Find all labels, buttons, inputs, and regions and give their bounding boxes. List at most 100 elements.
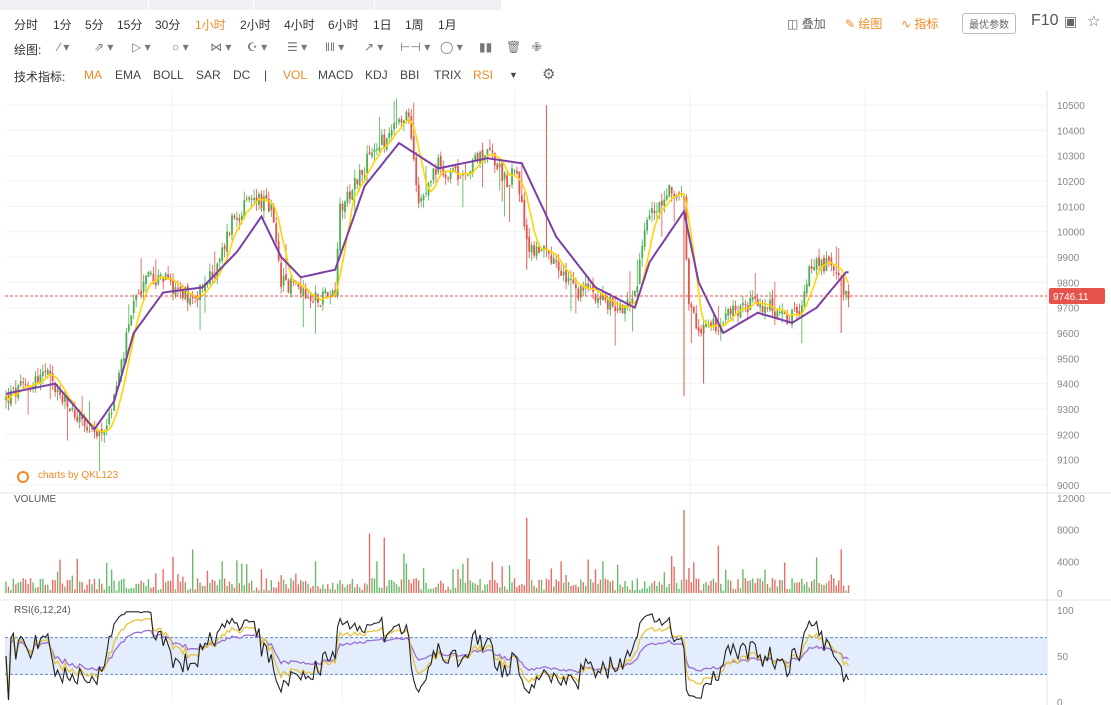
volume-bar xyxy=(206,570,209,593)
overlay-button[interactable]: ◫ 叠加 xyxy=(787,15,826,32)
timeframe-tab[interactable]: 6小时 xyxy=(328,18,359,32)
timeframe-tab[interactable]: 5分 xyxy=(85,18,104,32)
timeframe-tab[interactable]: 4小时 xyxy=(284,18,315,32)
fib-tool-icon[interactable]: ☰ ▾ xyxy=(287,40,308,54)
volume-bar xyxy=(521,583,523,593)
candle-body xyxy=(142,281,145,293)
candle-body xyxy=(81,414,84,420)
volume-bar xyxy=(437,583,440,593)
indicator-bbi[interactable]: BBI xyxy=(400,68,420,82)
timeframe-tab[interactable]: 1周 xyxy=(405,18,424,32)
volume-bar xyxy=(491,561,494,593)
arrow-tool-icon[interactable]: ↗ ▾ xyxy=(364,40,384,54)
candle-body xyxy=(319,305,322,307)
trash-icon[interactable]: 🗑 xyxy=(506,40,522,54)
volume-bar xyxy=(506,589,508,593)
indicator-trix[interactable]: TRIX xyxy=(434,68,462,82)
volume-bar xyxy=(779,579,781,593)
candle-body xyxy=(572,279,575,284)
indicator-boll[interactable]: BOLL xyxy=(153,68,184,82)
star-icon[interactable]: ☆ xyxy=(1087,13,1101,30)
volume-bar xyxy=(115,590,118,593)
rsi6-line xyxy=(5,611,850,701)
indicator-kdj[interactable]: KDJ xyxy=(365,68,388,82)
timeframe-tab[interactable]: 15分 xyxy=(117,18,143,32)
volume-bar xyxy=(378,587,381,593)
price-tick-label: 9100 xyxy=(1057,456,1080,467)
timeframe-tab[interactable]: 2小时 xyxy=(240,18,271,32)
volume-bar xyxy=(398,586,400,593)
volume-bar xyxy=(110,569,113,593)
candle-body xyxy=(346,191,349,203)
bars-tool-icon[interactable]: ▮▮ xyxy=(479,40,493,54)
volume-bar xyxy=(228,581,231,593)
volume-bar xyxy=(169,580,172,593)
indicator-sar[interactable]: SAR xyxy=(196,68,221,82)
candle-body xyxy=(631,298,634,304)
volume-bar xyxy=(339,580,341,593)
volume-bar xyxy=(162,569,164,593)
candle-body xyxy=(88,430,91,432)
candle-body xyxy=(818,257,820,266)
candle-body xyxy=(791,309,793,325)
pattern-tool-icon[interactable]: ⋈ ▾ xyxy=(210,40,232,54)
indicator-ema[interactable]: EMA xyxy=(115,68,142,82)
volume-bar xyxy=(562,582,565,593)
candle-body xyxy=(135,295,138,301)
comment-tool-icon[interactable]: ◯ ▾ xyxy=(440,40,463,54)
ray-tool-icon[interactable]: ⇗ ▾ xyxy=(94,40,114,54)
price-chart[interactable]: 9000 9100 9200 9300 9400 9500 9600 9700 9800 9900… xyxy=(0,90,1111,705)
candle-body xyxy=(221,247,224,261)
indicator-macd[interactable]: MACD xyxy=(318,68,354,82)
timeframe-tab[interactable]: 1日 xyxy=(373,18,392,32)
gear-icon[interactable]: ⚙ xyxy=(542,66,556,83)
volume-bar xyxy=(152,587,155,593)
indicator-vol[interactable]: VOL xyxy=(283,68,308,82)
volume-bar xyxy=(209,582,211,593)
draw-button[interactable]: ✎ 绘图 xyxy=(845,15,882,32)
volume-bar xyxy=(248,583,250,593)
candle-body xyxy=(589,286,592,288)
indicator-rsi[interactable]: RSI xyxy=(473,68,494,82)
volume-bar xyxy=(290,578,292,593)
candle-body xyxy=(714,318,717,332)
timeframe-tab[interactable]: 30分 xyxy=(155,18,181,32)
gann-tool-icon[interactable]: ‖‖ ▾ xyxy=(325,40,345,54)
volume-bar xyxy=(599,579,602,593)
circle-tool-icon[interactable]: ○ ▾ xyxy=(172,40,189,54)
candle-body xyxy=(425,193,427,195)
best-params-button[interactable]: 最优参数 xyxy=(962,13,1016,34)
indicator-ma[interactable]: MA xyxy=(84,68,102,82)
volume-bar xyxy=(744,578,747,593)
candle-body xyxy=(582,287,585,291)
volume-bar xyxy=(484,584,486,593)
volume-bar xyxy=(44,584,47,593)
candle-body xyxy=(525,224,528,240)
volume-bar xyxy=(631,580,634,593)
eraser-icon[interactable]: ✙ xyxy=(532,40,543,54)
candle-body xyxy=(670,186,673,194)
volume-tick-label: 12000 xyxy=(1057,494,1085,505)
timeframe-tab[interactable]: 1分 xyxy=(53,18,72,32)
chevron-down-icon[interactable]: ▼ xyxy=(509,70,518,80)
candle-body xyxy=(452,168,454,172)
timeframe-tab-active[interactable]: 1小时 xyxy=(195,18,226,32)
volume-bar xyxy=(634,589,636,593)
volume-bar xyxy=(164,582,167,593)
f10-button[interactable]: F10 xyxy=(1031,12,1059,29)
candle-body xyxy=(457,166,459,180)
volume-bar xyxy=(150,587,152,593)
indicator-button[interactable]: ∿ 指标 xyxy=(901,15,938,32)
measure-tool-icon[interactable]: ⊢⊣ ▾ xyxy=(400,40,431,54)
timeframe-tab[interactable]: 1月 xyxy=(438,18,457,32)
volume-bar xyxy=(167,580,169,593)
fullscreen-icon[interactable]: ▣ xyxy=(1064,13,1078,29)
candle-body xyxy=(22,381,25,383)
channel-tool-icon[interactable]: ▷ ▾ xyxy=(132,40,151,54)
volume-bar xyxy=(464,582,467,593)
pitchfork-tool-icon[interactable]: ☪ ▾ xyxy=(247,40,268,54)
timeframe-tab[interactable]: 分时 xyxy=(14,18,39,32)
line-tool-icon[interactable]: ∕ ▾ xyxy=(58,40,70,54)
indicator-dc[interactable]: DC xyxy=(233,68,251,82)
candle-body xyxy=(98,430,101,437)
